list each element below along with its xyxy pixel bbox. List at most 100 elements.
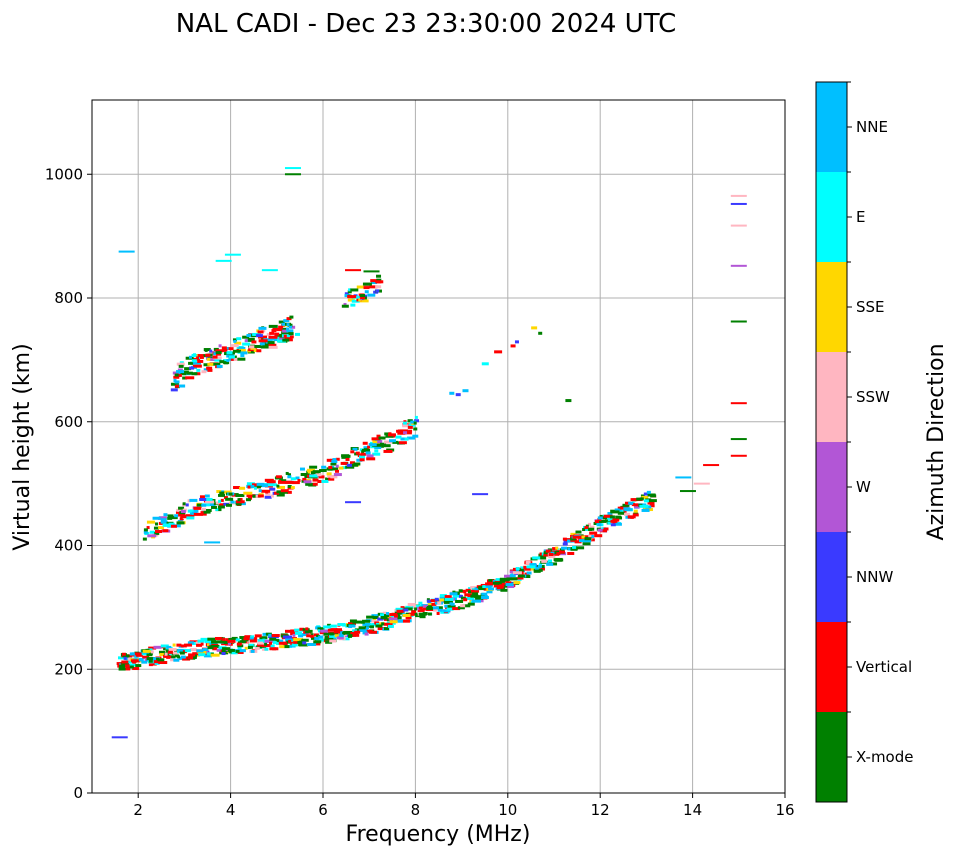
echo-point bbox=[362, 619, 371, 623]
echo-point bbox=[197, 359, 204, 363]
echo-point bbox=[158, 526, 165, 530]
y-axis-ticks: 0 200 400 600 800 1000 bbox=[45, 165, 92, 802]
echo-point bbox=[299, 627, 305, 631]
echo-point bbox=[213, 352, 217, 356]
echo-point bbox=[278, 320, 285, 324]
echo-marker bbox=[730, 202, 747, 205]
echo-point bbox=[180, 372, 187, 376]
echo-point bbox=[363, 286, 370, 290]
echo-point bbox=[342, 637, 350, 641]
colorbar-label: NNE bbox=[856, 118, 888, 136]
echo-marker bbox=[284, 167, 301, 170]
echo-point bbox=[614, 522, 622, 526]
echo-point bbox=[338, 634, 344, 638]
echo-point bbox=[583, 539, 592, 543]
echo-point bbox=[286, 338, 293, 342]
echo-point bbox=[235, 649, 240, 653]
echo-point bbox=[188, 653, 196, 657]
echo-point bbox=[269, 337, 277, 341]
colorbar-segment bbox=[816, 622, 847, 712]
echo-point bbox=[639, 504, 649, 508]
echo-point bbox=[419, 615, 426, 619]
echo-point bbox=[192, 652, 202, 656]
echo-point bbox=[275, 333, 285, 337]
echo-point bbox=[372, 440, 382, 444]
echo-point bbox=[413, 421, 417, 425]
echo-point bbox=[303, 480, 312, 484]
echo-point bbox=[351, 633, 360, 637]
echo-point bbox=[388, 432, 392, 436]
echo-point bbox=[284, 629, 292, 633]
echo-point bbox=[217, 638, 222, 642]
echo-point bbox=[347, 298, 355, 302]
echo-point bbox=[612, 521, 618, 525]
echo-point bbox=[562, 542, 568, 546]
echo-point bbox=[283, 334, 287, 338]
echo-point bbox=[302, 477, 307, 481]
echo-point bbox=[264, 639, 273, 643]
echo-point bbox=[239, 636, 246, 640]
colorbar-segment bbox=[816, 352, 847, 442]
colorbar-segment bbox=[816, 172, 847, 262]
echo-point bbox=[404, 437, 409, 441]
y-axis-label: Virtual height (km) bbox=[10, 343, 35, 550]
echo-point bbox=[368, 443, 377, 447]
echo-point bbox=[574, 540, 582, 544]
echo-point bbox=[269, 487, 276, 491]
echo-point bbox=[446, 607, 454, 611]
echo-point bbox=[488, 579, 495, 583]
echo-point bbox=[392, 440, 399, 444]
echo-point bbox=[455, 599, 464, 603]
echo-point bbox=[163, 647, 168, 651]
echo-point bbox=[572, 545, 578, 549]
echo-point bbox=[439, 594, 447, 598]
echo-point bbox=[407, 425, 413, 429]
echo-point bbox=[531, 326, 538, 330]
echo-point bbox=[411, 610, 417, 614]
echo-point bbox=[334, 634, 340, 638]
echo-point bbox=[639, 497, 644, 501]
y-tick-label: 0 bbox=[73, 784, 83, 802]
echo-point bbox=[348, 624, 356, 628]
echo-marker bbox=[675, 476, 692, 479]
echo-point bbox=[257, 330, 264, 334]
echo-point bbox=[205, 500, 215, 504]
echo-point bbox=[518, 568, 524, 572]
echo-point bbox=[210, 653, 220, 657]
echo-point bbox=[231, 636, 238, 640]
echo-point bbox=[148, 663, 153, 667]
echo-point bbox=[177, 648, 187, 652]
echo-point bbox=[444, 597, 454, 601]
echo-point bbox=[309, 634, 314, 638]
echo-point bbox=[201, 512, 207, 516]
echo-point bbox=[350, 450, 355, 454]
echo-point bbox=[589, 531, 598, 535]
echo-marker bbox=[472, 493, 489, 496]
echo-point bbox=[417, 607, 421, 611]
echo-point bbox=[163, 513, 168, 517]
echo-point bbox=[305, 630, 310, 634]
echo-point bbox=[407, 436, 416, 440]
echo-point bbox=[205, 508, 212, 512]
echo-point bbox=[396, 619, 406, 623]
echo-point bbox=[597, 516, 603, 520]
echo-point bbox=[515, 567, 520, 571]
echo-point bbox=[191, 359, 197, 363]
echo-point bbox=[345, 457, 350, 461]
y-tick-label: 200 bbox=[54, 660, 83, 678]
echo-point bbox=[380, 613, 385, 617]
echo-point bbox=[151, 662, 157, 666]
echo-point bbox=[358, 626, 366, 630]
echo-point bbox=[603, 514, 613, 518]
echo-point bbox=[216, 640, 225, 644]
echo-point bbox=[174, 654, 179, 658]
echo-point bbox=[408, 619, 412, 623]
echo-point bbox=[225, 503, 232, 507]
echo-point bbox=[418, 601, 423, 605]
echo-point bbox=[413, 605, 417, 609]
echo-point bbox=[250, 635, 255, 639]
echo-point bbox=[294, 631, 302, 635]
echo-point bbox=[179, 517, 184, 521]
echo-point bbox=[174, 373, 179, 377]
echo-point bbox=[641, 508, 650, 512]
